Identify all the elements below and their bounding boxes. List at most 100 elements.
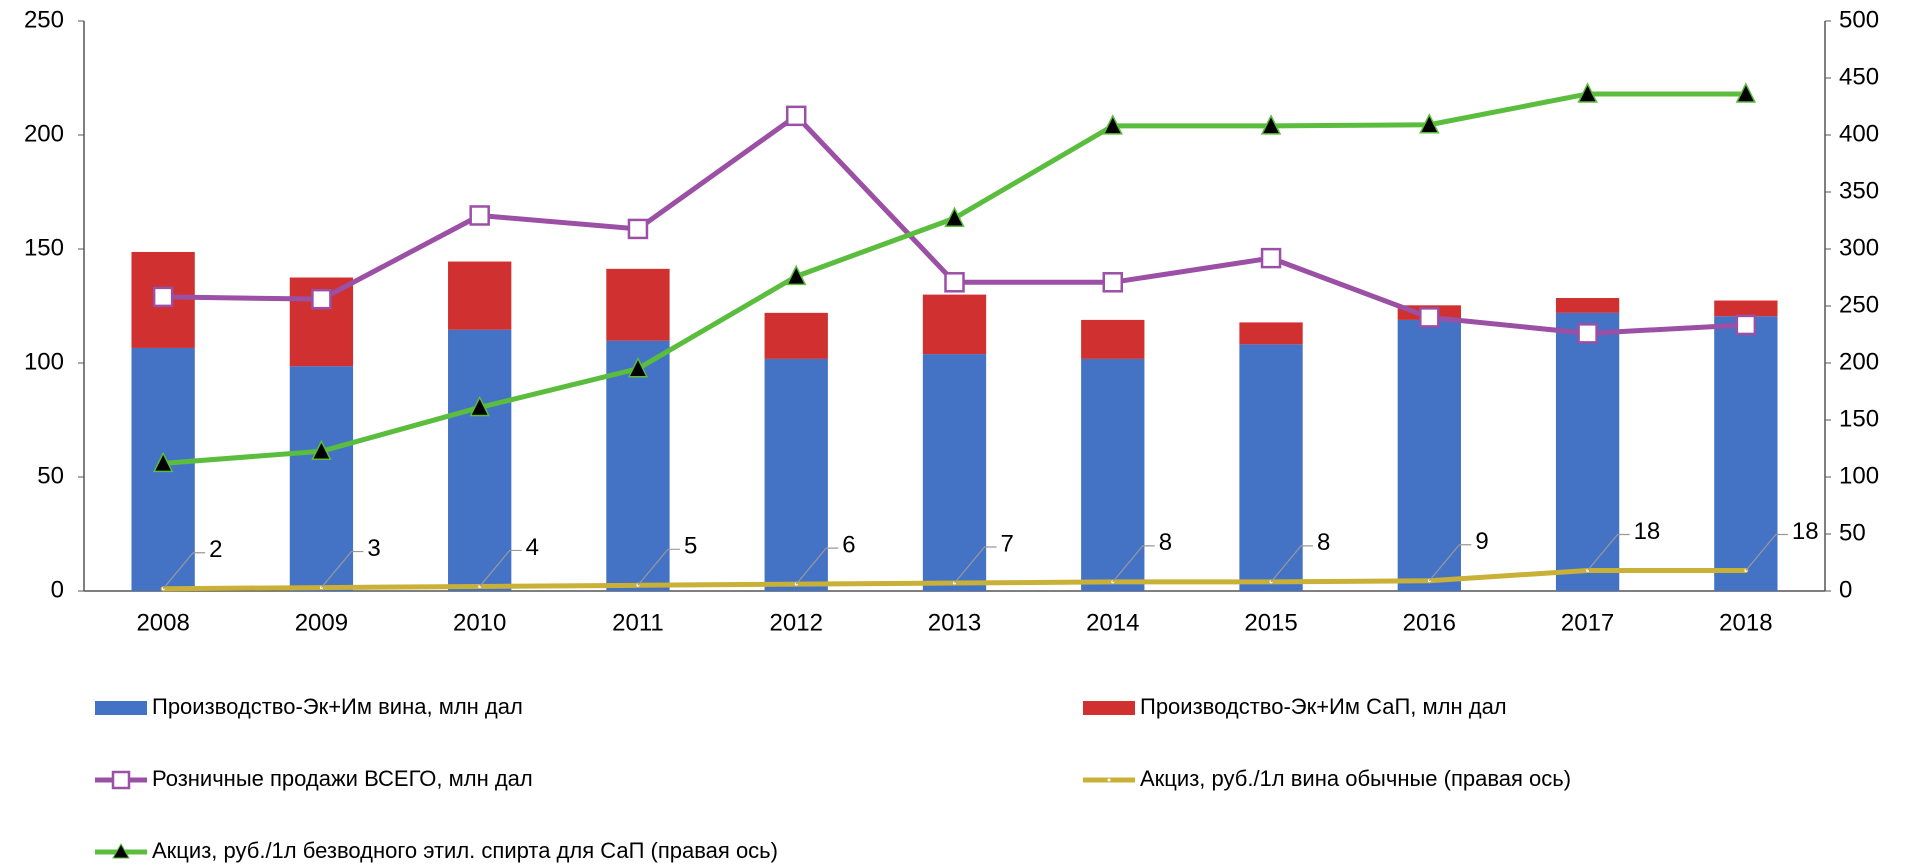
x-tick-label: 2010 xyxy=(453,609,506,636)
leader-line xyxy=(954,546,997,584)
bar xyxy=(1397,319,1461,591)
marker xyxy=(1419,307,1440,328)
y2-tick-label: 200 xyxy=(1839,348,1879,375)
y2-tick-label: 0 xyxy=(1839,576,1852,603)
marker xyxy=(311,439,332,460)
marker xyxy=(944,206,965,227)
x-tick-label: 2008 xyxy=(136,609,189,636)
bar xyxy=(448,329,512,591)
marker xyxy=(786,264,807,286)
data-label: 9 xyxy=(1475,528,1488,555)
marker xyxy=(1735,314,1757,336)
leader-line xyxy=(479,549,522,587)
data-label: 4 xyxy=(526,534,539,561)
legend-swatch xyxy=(95,701,147,715)
data-label: 18 xyxy=(1634,518,1661,545)
data-label: 3 xyxy=(367,535,380,562)
data-label: 8 xyxy=(1317,529,1330,556)
bar xyxy=(1239,344,1303,591)
x-tick-label: 2011 xyxy=(612,609,664,636)
y-tick-label: 100 xyxy=(24,348,64,375)
data-label: 2 xyxy=(209,536,222,563)
marker xyxy=(152,286,174,308)
bar xyxy=(448,261,512,330)
marker xyxy=(1577,82,1598,103)
x-tick-label: 2014 xyxy=(1086,609,1139,636)
leader-line xyxy=(1745,533,1788,571)
bar xyxy=(606,340,670,591)
bar xyxy=(1555,312,1620,591)
bar xyxy=(1714,316,1778,591)
y2-tick-label: 50 xyxy=(1839,519,1866,546)
marker xyxy=(944,272,965,293)
x-tick-label: 2009 xyxy=(295,609,348,636)
leader-line xyxy=(1428,544,1472,582)
x-tick-label: 2012 xyxy=(770,609,823,636)
bar xyxy=(764,358,828,591)
marker xyxy=(1102,114,1123,135)
x-tick-label: 2015 xyxy=(1244,609,1297,636)
marker xyxy=(627,218,649,240)
y2-tick-label: 150 xyxy=(1839,405,1879,432)
marker xyxy=(627,357,649,378)
legend-label: Акциз, руб./1л вина обычные (правая ось) xyxy=(1140,766,1571,791)
leader-line xyxy=(795,547,839,585)
marker xyxy=(1577,323,1598,344)
marker xyxy=(785,105,807,127)
y2-tick-label: 350 xyxy=(1839,177,1879,204)
leader-line xyxy=(637,548,680,586)
data-label: 6 xyxy=(842,532,855,559)
marker xyxy=(152,451,174,473)
legend-label: Акциз, руб./1л безводного этил. спирта д… xyxy=(152,838,778,863)
y2-tick-label: 450 xyxy=(1839,63,1879,90)
bar xyxy=(922,354,987,591)
leader-line xyxy=(1270,545,1314,583)
x-tick-label: 2017 xyxy=(1561,609,1614,636)
marker xyxy=(469,205,490,226)
data-label: 8 xyxy=(1159,529,1172,556)
bar xyxy=(1555,298,1620,313)
y-tick-label: 250 xyxy=(24,6,64,33)
marker xyxy=(1735,82,1757,103)
legend-marker xyxy=(111,770,131,790)
bar xyxy=(1714,300,1778,317)
y-tick-label: 200 xyxy=(24,120,64,147)
y-tick-label: 50 xyxy=(37,462,64,489)
legend-marker xyxy=(1106,777,1112,783)
data-label: 5 xyxy=(684,533,697,560)
legend-marker xyxy=(112,842,130,859)
y2-tick-label: 500 xyxy=(1839,6,1879,33)
bar xyxy=(289,366,354,591)
marker xyxy=(1419,113,1440,134)
leader-line xyxy=(162,552,206,590)
bar xyxy=(1239,322,1303,345)
legend-label: Розничные продажи ВСЕГО, млн дал xyxy=(152,766,533,791)
marker xyxy=(311,288,332,310)
legend-label: Производство-Эк+Им вина, млн дал xyxy=(152,694,523,719)
legend-label: Производство-Эк+Им СаП, млн дал xyxy=(1140,694,1507,719)
x-tick-label: 2013 xyxy=(928,609,981,636)
x-tick-label: 2016 xyxy=(1403,609,1456,636)
marker xyxy=(1260,114,1282,135)
y-tick-label: 0 xyxy=(51,576,64,603)
leader-line xyxy=(320,550,364,588)
leader-line xyxy=(1587,533,1630,571)
y2-tick-label: 250 xyxy=(1839,291,1879,318)
x-tick-label: 2018 xyxy=(1719,609,1772,636)
bar xyxy=(1081,319,1145,359)
y2-tick-label: 400 xyxy=(1839,120,1879,147)
data-label: 18 xyxy=(1792,518,1819,545)
y-tick-label: 150 xyxy=(24,234,64,261)
leader-line xyxy=(1112,545,1155,583)
bar xyxy=(922,294,987,355)
y2-tick-label: 300 xyxy=(1839,234,1879,261)
legend-swatch xyxy=(1083,701,1135,715)
marker xyxy=(1260,247,1282,269)
bar xyxy=(764,312,828,359)
bar xyxy=(606,268,670,341)
bar xyxy=(1081,358,1145,591)
marker xyxy=(469,395,490,417)
marker xyxy=(1102,272,1124,293)
y2-tick-label: 100 xyxy=(1839,462,1879,489)
